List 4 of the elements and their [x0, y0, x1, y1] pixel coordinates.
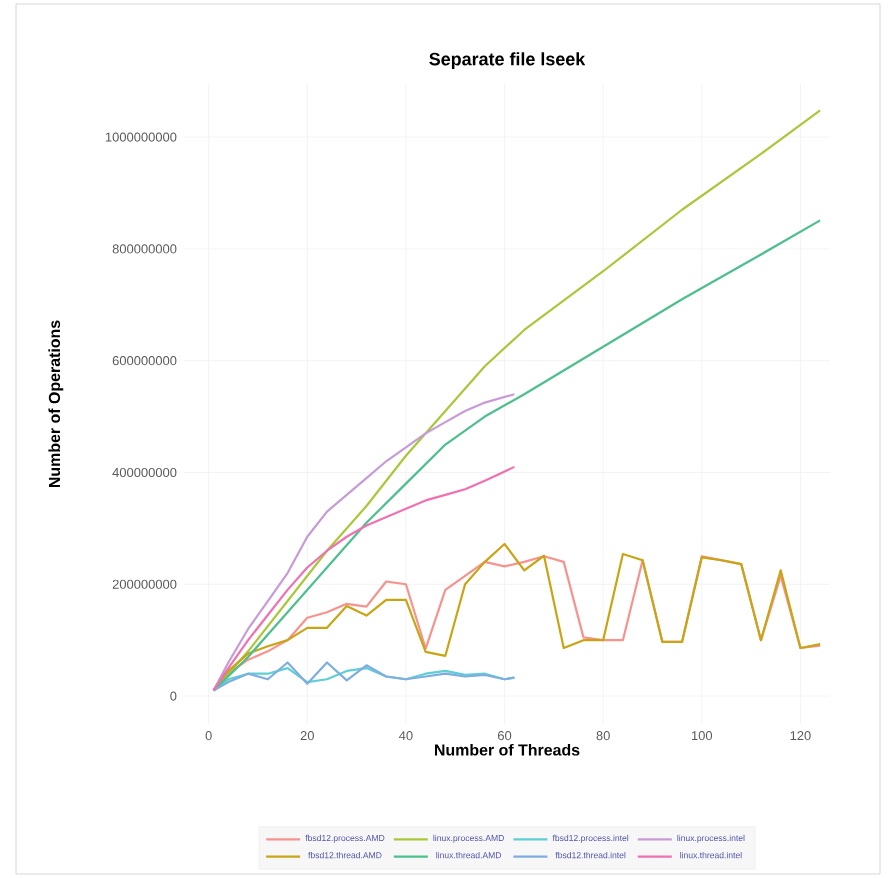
line-series — [212, 661, 516, 692]
line-series — [212, 219, 822, 692]
chart-title: Separate file lseek — [429, 52, 586, 69]
line-series — [212, 393, 516, 692]
